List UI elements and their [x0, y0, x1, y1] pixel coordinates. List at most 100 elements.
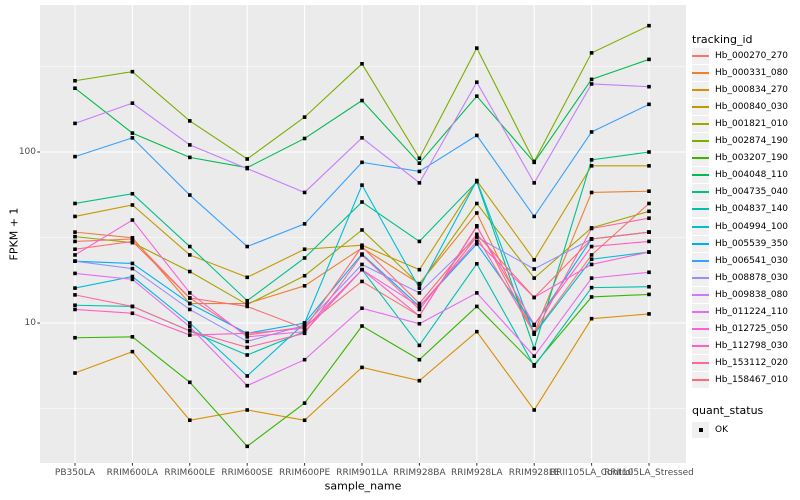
data-point — [302, 321, 307, 325]
x-tick-label-RRIM928LE: RRIM928LE — [508, 468, 560, 478]
data-point — [302, 115, 307, 119]
data-point — [532, 214, 536, 219]
data-point — [73, 201, 77, 206]
data-point — [360, 183, 364, 187]
data-point — [73, 259, 77, 263]
data-point — [647, 250, 651, 254]
data-point — [532, 354, 536, 358]
legend-item-label: Hb_000331_080 — [715, 67, 789, 78]
legend-item-Hb_112798_030: Hb_112798_030 — [692, 338, 788, 355]
series-color-line-icon — [692, 362, 709, 365]
legend-key-swatch — [692, 269, 709, 286]
data-point — [188, 321, 192, 325]
data-point — [647, 284, 651, 289]
data-point — [417, 357, 422, 362]
data-point — [73, 307, 77, 312]
data-point — [532, 364, 536, 368]
data-point — [417, 314, 422, 318]
data-point — [647, 239, 651, 244]
data-point — [475, 329, 479, 334]
data-point — [73, 239, 77, 244]
series-color-line-icon — [692, 379, 709, 382]
data-point — [188, 307, 192, 312]
data-point — [532, 322, 536, 327]
data-point — [417, 239, 422, 244]
legend-title-quant-status: quant_status — [692, 404, 764, 417]
data-point — [589, 51, 594, 55]
data-point — [188, 193, 192, 197]
data-point — [130, 131, 135, 135]
legend-item-Hb_004994_100: Hb_004994_100 — [692, 218, 788, 235]
data-point — [302, 418, 307, 423]
legend-item-label: Hb_158467_010 — [715, 375, 789, 386]
series-color-line-icon — [692, 71, 709, 74]
data-point — [360, 262, 364, 267]
data-point — [130, 203, 135, 207]
data-point — [417, 307, 422, 312]
data-point — [73, 335, 77, 340]
data-point — [302, 331, 307, 336]
data-point — [73, 234, 77, 239]
data-point — [532, 258, 536, 262]
legend-key-swatch — [692, 167, 709, 184]
data-point — [302, 284, 307, 288]
data-point — [188, 291, 192, 295]
data-point — [130, 266, 135, 271]
data-point — [417, 282, 422, 287]
data-point — [532, 276, 536, 280]
data-point — [475, 201, 479, 206]
data-point — [245, 166, 249, 171]
data-point — [130, 101, 135, 105]
data-point — [360, 365, 364, 370]
data-point — [73, 247, 77, 252]
legend-item-label: Hb_004735_040 — [715, 187, 789, 198]
data-point — [130, 349, 135, 354]
legend-key-swatch — [692, 252, 709, 269]
data-point — [188, 155, 192, 160]
legend-key-swatch — [692, 235, 709, 252]
data-point — [302, 256, 307, 260]
data-point — [647, 164, 651, 168]
data-point — [130, 239, 135, 244]
legend-item-Hb_004837_140: Hb_004837_140 — [692, 201, 788, 218]
legend-key-swatch — [692, 201, 709, 218]
legend-item-label: Hb_000834_270 — [715, 84, 789, 95]
legend-item-Hb_009838_080: Hb_009838_080 — [692, 286, 788, 303]
data-point — [188, 301, 192, 306]
data-point — [130, 235, 135, 240]
data-point — [302, 401, 307, 405]
data-point — [647, 270, 651, 275]
data-point — [589, 164, 594, 168]
legend-item-label: Hb_001821_010 — [715, 118, 789, 129]
series-color-line-icon — [692, 276, 709, 279]
data-point — [589, 244, 594, 249]
data-point — [589, 262, 594, 267]
series-color-line-icon — [692, 88, 709, 91]
data-point — [130, 136, 135, 140]
data-point — [475, 261, 479, 266]
legend-item-Hb_003207_190: Hb_003207_190 — [692, 150, 788, 167]
data-point — [647, 216, 651, 221]
data-point — [188, 269, 192, 274]
series-color-line-icon — [692, 345, 709, 348]
data-point — [73, 271, 77, 276]
legend-key-swatch — [692, 115, 709, 132]
data-point — [417, 161, 422, 166]
data-point — [73, 78, 77, 83]
series-color-line-icon — [692, 157, 709, 160]
legend-item-quant-ok: OK — [692, 421, 728, 438]
legend-item-Hb_005539_350: Hb_005539_350 — [692, 235, 788, 252]
data-point — [302, 247, 307, 252]
data-point — [130, 69, 135, 74]
quant-ok-label: OK — [715, 424, 728, 435]
data-point — [245, 335, 249, 339]
x-tick-label-RRIM600PE: RRIM600PE — [278, 468, 331, 478]
data-point — [647, 312, 651, 316]
legend-item-Hb_006541_030: Hb_006541_030 — [692, 252, 788, 269]
data-point — [417, 291, 422, 295]
legend-item-label: Hb_000840_030 — [715, 101, 789, 112]
legend-item-label: Hb_005539_350 — [715, 238, 789, 249]
data-point — [245, 408, 249, 412]
data-point — [188, 143, 192, 147]
data-point — [302, 323, 307, 328]
